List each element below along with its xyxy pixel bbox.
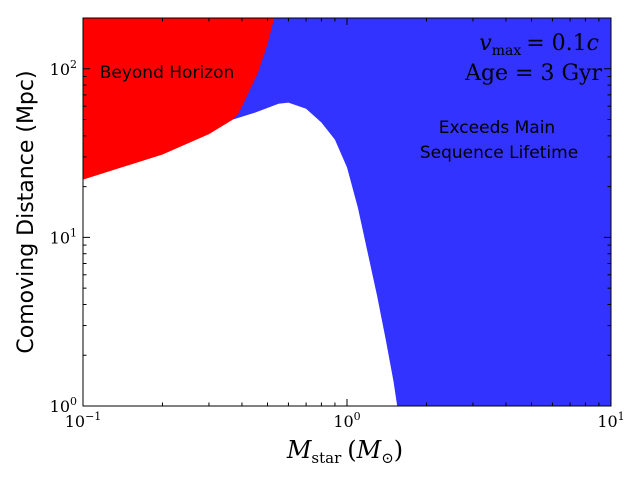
plot-area (82, 17, 612, 407)
region-beyond-horizon (83, 18, 275, 180)
x-axis-label: Mstar (M⊙) (286, 436, 403, 467)
region-label-exceeds-line1: Exceeds Main (439, 118, 555, 138)
y-tick-label: 101 (50, 226, 77, 247)
x-tick-label: 10−1 (65, 410, 102, 431)
x-tick-label: 101 (597, 410, 624, 431)
region-label-exceeds-line2: Sequence Lifetime (420, 143, 578, 163)
y-tick-label: 102 (50, 58, 77, 79)
y-tick-label: 100 (50, 395, 77, 416)
x-tick-label: 100 (333, 410, 360, 431)
axis-ticks (82, 17, 612, 407)
region-label-beyond-horizon: Beyond Horizon (100, 63, 235, 83)
y-axis-label: Comoving Distance (Mpc) (14, 70, 39, 353)
annotation-vmax: vmax = 0.1c (479, 31, 599, 59)
annotation-age: Age = 3 Gyr (464, 61, 602, 86)
region-exceeds-main-sequence (233, 18, 611, 406)
